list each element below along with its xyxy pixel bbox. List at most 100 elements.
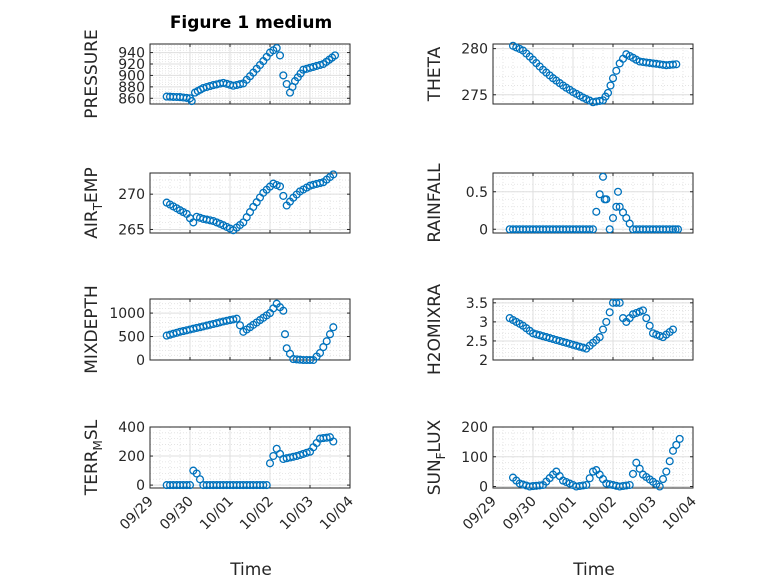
y-tick-label: 3.5 (466, 296, 488, 312)
data-point (673, 225, 683, 234)
data-point (612, 66, 621, 75)
x-axis-label-right: Time (572, 560, 615, 580)
y-tick-label: 2.5 (466, 334, 488, 350)
y-tick-label: 880 (118, 80, 145, 96)
data-point (315, 60, 325, 70)
data-point (608, 74, 618, 83)
data-point (668, 60, 678, 69)
data-point (232, 314, 241, 323)
data-point (305, 355, 315, 365)
y-axis-label-rest: SL (82, 419, 102, 440)
data-point (265, 459, 275, 468)
y-axis-label: RAINFALL (425, 163, 445, 243)
data-point (665, 457, 674, 466)
axes-box (149, 43, 351, 105)
y-tick-label: 200 (118, 449, 145, 465)
data-point (235, 321, 245, 330)
data-point (598, 325, 608, 334)
x-axis-label-left: Time (229, 560, 272, 580)
data-point (319, 343, 328, 352)
data-point (592, 207, 601, 216)
data-point (672, 440, 681, 449)
data-point (628, 469, 638, 478)
subplot-air-temp: 270 265 AIRTEMP (82, 167, 351, 239)
data-point (605, 308, 614, 317)
data-point (578, 481, 588, 490)
y-axis-label-main: AIR (82, 210, 102, 239)
y-tick-label: 920 (118, 57, 145, 73)
y-axis-label-subscript: T (91, 202, 105, 211)
data-point (322, 337, 331, 346)
y-tick-label: 0 (136, 353, 145, 369)
data-point (329, 170, 338, 179)
data-point (187, 97, 196, 106)
data-point (195, 475, 205, 484)
y-tick-label: 940 (118, 46, 145, 62)
y-tick-label: 400 (118, 420, 145, 436)
data-point (325, 330, 335, 339)
y-tick-label: 500 (118, 330, 145, 346)
y-axis-label: THETA (425, 46, 445, 102)
y-axis-label-main: SUN (425, 459, 445, 495)
y-axis-label: PRESSURE (82, 29, 102, 118)
data-point (605, 225, 614, 234)
data-point (275, 51, 285, 60)
data-point (182, 481, 191, 490)
y-axis-label: H2OMIXRA (425, 284, 445, 375)
data-point (603, 88, 613, 97)
data-point (192, 469, 201, 478)
y-axis-label: SUNFLUX (425, 419, 448, 495)
data-point (279, 191, 288, 200)
data-point (622, 481, 631, 490)
data-point (613, 187, 623, 196)
subplot-theta: 280 275 THETA (425, 42, 694, 107)
data-point (658, 475, 668, 484)
data-point (642, 314, 651, 323)
subplot-mixdepth: 1000 500 0 MIXDEPTH (82, 285, 351, 374)
data-point (185, 481, 195, 490)
data-point (595, 96, 604, 105)
y-axis-label-rest: LUX (425, 419, 445, 452)
y-tick-label: 0 (136, 478, 145, 494)
data-point (535, 481, 544, 490)
data-point (668, 446, 678, 455)
y-tick-label: 280 (461, 42, 488, 58)
data-point (279, 71, 288, 80)
data-point (598, 172, 608, 181)
subplot-h2omixra: 3.5 3 2.5 2 H2OMIXRA (425, 284, 694, 375)
data-point (329, 323, 338, 332)
data-point (272, 43, 281, 53)
axes-box (149, 298, 351, 361)
data-point (608, 213, 618, 223)
y-axis-label: AIRTEMP (82, 167, 105, 238)
figure-title: Figure 1 medium (170, 13, 332, 33)
data-point (632, 458, 641, 467)
data-point (259, 481, 268, 490)
y-axis-label: TERRMSL (82, 419, 105, 496)
y-tick-label: 265 (118, 222, 145, 238)
data-point (315, 179, 325, 188)
data-point (606, 81, 615, 90)
y-tick-label: 0 (479, 222, 488, 238)
y-axis-label-rest: EMP (82, 167, 102, 203)
subplot-rainfall: 0.5 0 RAINFALL (425, 163, 694, 243)
data-point (235, 80, 245, 89)
y-tick-label: 200 (461, 420, 488, 436)
data-point (602, 195, 611, 204)
y-tick-label: 860 (118, 91, 145, 107)
y-tick-label: 3 (479, 315, 488, 331)
data-point (675, 434, 684, 443)
data-point (665, 225, 674, 234)
y-tick-label: 900 (118, 68, 145, 84)
data-point (588, 225, 598, 234)
y-axis-label-main: TERR (82, 450, 102, 496)
data-point (662, 467, 671, 476)
data-point (595, 333, 604, 342)
data-point (322, 433, 331, 442)
data-point (645, 321, 654, 330)
y-tick-label: 0.5 (466, 185, 488, 201)
y-axis-label-subscript: F (434, 452, 448, 459)
